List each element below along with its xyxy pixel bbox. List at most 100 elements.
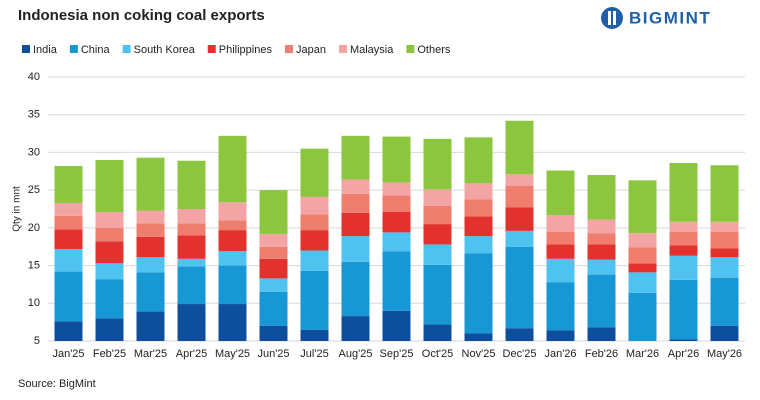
bar-segment <box>628 263 657 273</box>
legend-swatch <box>406 45 415 53</box>
bar-segment <box>464 183 493 200</box>
logo-icon <box>601 7 623 29</box>
bar-segment <box>423 138 452 190</box>
bar-segment <box>710 231 739 249</box>
bar-segment <box>423 324 452 341</box>
bar-segment <box>464 216 493 237</box>
bar-segment <box>54 202 83 216</box>
bar-segment <box>177 258 206 267</box>
bar-segment <box>382 136 411 183</box>
x-tick-label: Sep'25 <box>380 348 414 360</box>
bar-segment <box>628 272 657 293</box>
bar-segment <box>341 212 370 237</box>
bar-segment <box>54 271 83 322</box>
bar-segment <box>587 327 616 341</box>
bar-segment <box>95 241 124 264</box>
legend-swatch <box>69 45 78 53</box>
bar-segment <box>505 328 534 341</box>
bar-segment <box>95 279 124 319</box>
bar-segment <box>628 180 657 234</box>
bar-segment <box>136 257 165 273</box>
legend-swatch <box>22 45 30 53</box>
bar-segment <box>505 246 534 329</box>
chart-title: Indonesia non coking coal exports <box>18 7 265 24</box>
bar-segment <box>423 244 452 265</box>
bar-segment <box>95 263 124 280</box>
bar-segment <box>587 274 616 328</box>
bar-segment <box>177 223 206 236</box>
x-tick-label: Jan'26 <box>544 348 576 360</box>
bar-segment <box>218 202 247 221</box>
bar-segment <box>259 325 288 341</box>
legend-label: Malaysia <box>350 44 394 56</box>
bar-segment <box>628 247 657 264</box>
bar-segment <box>505 174 534 186</box>
bar-segment <box>136 223 165 237</box>
bar-segment <box>669 231 698 246</box>
bar-segment <box>669 162 698 222</box>
bar-segment <box>669 339 698 341</box>
bar-segment <box>710 165 739 222</box>
bar-segment <box>710 221 739 232</box>
bar-segment <box>669 279 698 340</box>
bar-segment <box>54 215 83 230</box>
x-tick-label: Aug'25 <box>339 348 373 360</box>
bar-segment <box>587 259 616 275</box>
bar-segment <box>177 304 206 341</box>
bar-segment <box>710 277 739 326</box>
bar-segment <box>628 292 657 341</box>
bar-segment <box>464 253 493 334</box>
bar-segment <box>710 257 739 278</box>
bar-segment <box>136 272 165 312</box>
bar-segment <box>95 159 124 213</box>
bar-segment <box>464 137 493 184</box>
y-tick-label: 35 <box>28 109 40 121</box>
bar-segment <box>300 148 329 197</box>
bar-segment <box>300 250 329 271</box>
y-tick-label: 15 <box>28 259 40 271</box>
source: Source: BigMint <box>18 378 96 390</box>
legend-label: China <box>81 44 111 56</box>
bar-segment <box>300 329 329 341</box>
bar-segment <box>218 265 247 305</box>
x-tick-label: Mar'26 <box>626 348 659 360</box>
y-tick-label: 40 <box>28 71 40 83</box>
bar-segment <box>587 175 616 220</box>
bar-segment <box>587 244 616 260</box>
x-tick-label: Nov'25 <box>462 348 496 360</box>
legend-label: South Korea <box>134 44 196 56</box>
bar-segment <box>587 233 616 245</box>
bar-segment <box>259 278 288 292</box>
bar-segment <box>259 258 288 279</box>
logo: BIGMINT <box>601 7 710 29</box>
bar-segment <box>259 291 288 326</box>
legend-swatch <box>207 45 216 53</box>
bar-segment <box>669 221 698 232</box>
x-tick-label: Jan'25 <box>52 348 84 360</box>
bar-segment <box>628 233 657 248</box>
bar-segment <box>300 196 329 215</box>
x-tick-label: Oct'25 <box>422 348 453 360</box>
bar-segment <box>423 224 452 245</box>
logo-icon-part <box>608 11 611 25</box>
bar-segment <box>546 330 575 341</box>
bar-segment <box>136 311 165 341</box>
x-tick-label: Dec'25 <box>503 348 537 360</box>
y-tick-label: 25 <box>28 184 40 196</box>
bar-segment <box>95 212 124 228</box>
x-tick-label: Jun'25 <box>257 348 289 360</box>
x-tick-label: Apr'25 <box>176 348 207 360</box>
legend-label: Philippines <box>219 44 273 56</box>
bar-segment <box>218 230 247 252</box>
bar-segment <box>300 270 329 330</box>
y-tick-label: 10 <box>28 297 40 309</box>
bar-segment <box>341 179 370 194</box>
bar-segment <box>300 214 329 231</box>
bar-segment <box>546 170 575 216</box>
bar-segment <box>505 207 534 231</box>
bar-segment <box>341 236 370 262</box>
bar-segment <box>505 185 534 208</box>
bar-segment <box>423 205 452 225</box>
y-tick-label: 20 <box>28 222 40 234</box>
bar-segment <box>587 219 616 234</box>
